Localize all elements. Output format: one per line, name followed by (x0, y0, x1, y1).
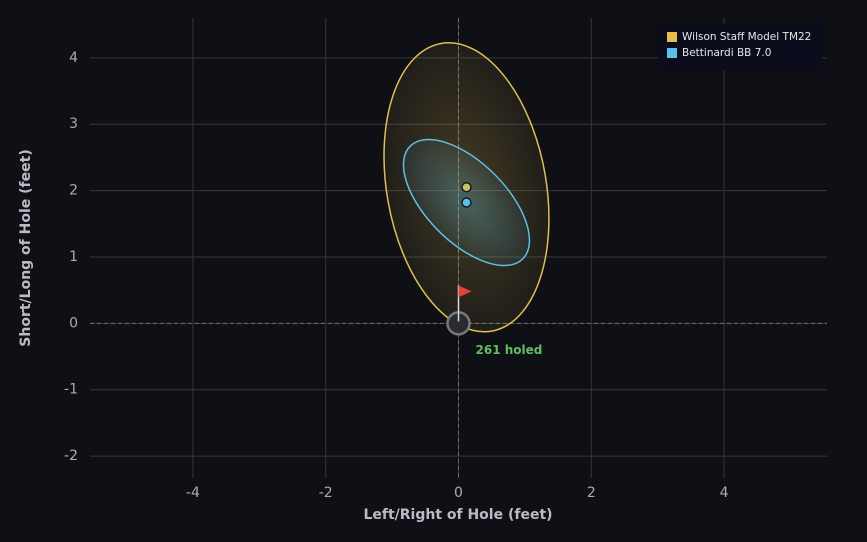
x-tick-label: -4 (186, 485, 200, 501)
legend-box (658, 24, 822, 70)
flag (458, 285, 472, 298)
annotation: 261 holed (476, 343, 543, 357)
x-axis-title: Left/Right of Hole (feet) (363, 507, 552, 523)
legend-label: Wilson Staff Model TM22 (682, 31, 811, 43)
legend-swatch (667, 48, 677, 58)
y-tick-label: -1 (64, 382, 78, 398)
x-tick-label: 4 (720, 485, 729, 501)
x-tick-label: 0 (454, 485, 463, 501)
x-tick-label: 2 (587, 485, 596, 501)
y-tick-label: -2 (64, 448, 78, 464)
y-axis-title: Short/Long of Hole (feet) (18, 149, 34, 346)
y-tick-label: 4 (69, 50, 78, 66)
x-tick-label: -2 (319, 485, 333, 501)
y-tick-label: 0 (69, 315, 78, 331)
point (461, 182, 472, 193)
legend-swatch (667, 32, 677, 42)
y-tick-label: 2 (69, 183, 78, 199)
point (461, 197, 472, 208)
legend-label: Bettinardi BB 7.0 (682, 47, 771, 59)
y-tick-label: 3 (69, 116, 78, 132)
y-tick-label: 1 (69, 249, 78, 265)
